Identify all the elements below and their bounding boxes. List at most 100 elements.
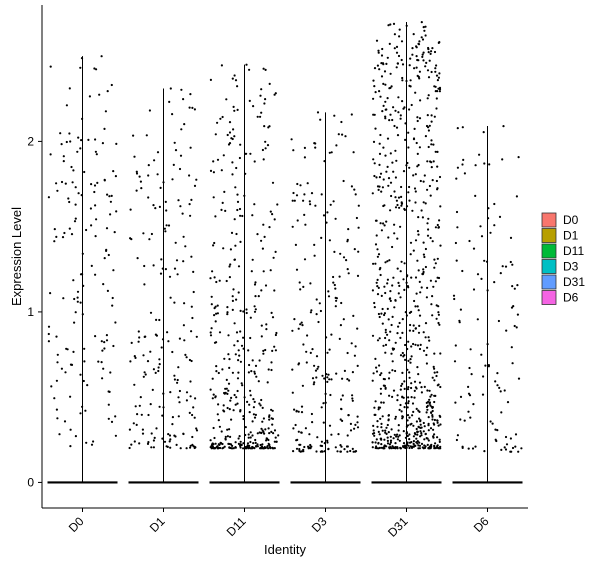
point-d3 [330,433,333,436]
point-d31 [376,185,380,188]
point-d0 [87,138,90,141]
point-d3 [314,369,318,372]
point-d1 [150,232,153,236]
point-d31 [430,139,433,142]
point-d1 [167,433,170,436]
point-d31 [425,61,428,64]
point-d0 [64,371,67,374]
point-d3 [320,450,323,453]
point-d11 [216,445,219,448]
point-d6 [482,131,485,134]
point-d11 [264,68,267,71]
point-d0 [60,143,63,146]
point-d31 [424,34,427,37]
point-d11 [250,270,253,273]
point-d3 [306,182,309,185]
point-d3 [301,384,304,387]
point-d6 [509,437,512,440]
point-d31 [414,201,417,204]
point-d1 [158,205,161,208]
point-d6 [474,445,477,448]
point-d31 [384,445,387,448]
point-d1 [161,414,164,417]
point-d1 [147,164,150,167]
point-d31 [399,114,402,117]
point-d3 [303,213,306,216]
point-d1 [135,189,138,192]
point-d31 [391,245,394,249]
point-d1 [157,369,160,373]
point-d31 [376,278,379,281]
point-d31 [418,441,421,444]
point-d0 [103,178,106,181]
point-d1 [189,214,192,217]
point-d0 [68,87,71,90]
point-d1 [162,181,165,184]
point-d0 [93,184,97,187]
point-d31 [409,57,412,60]
point-d31 [413,67,416,70]
point-d31 [436,188,439,191]
point-d31 [378,68,381,71]
point-d31 [379,417,382,420]
point-d31 [434,442,437,445]
point-d31 [378,337,381,340]
point-max-d6 [502,125,505,128]
point-d6 [504,265,508,268]
point-d31 [426,443,429,446]
point-d31 [400,185,403,189]
point-d11 [273,429,277,432]
point-d1 [138,442,141,445]
point-d0 [56,417,59,420]
point-d31 [412,249,415,252]
point-d31 [404,446,407,449]
point-d31 [377,312,380,316]
point-d0 [73,297,76,301]
point-d31 [410,396,413,399]
point-d3 [337,133,340,136]
point-d11 [219,117,222,120]
point-d31 [382,178,385,181]
point-d31 [372,429,375,432]
point-d0 [76,290,80,293]
point-d3 [346,238,349,241]
point-d11 [274,349,277,352]
point-d1 [171,178,174,181]
point-d3 [357,226,360,229]
point-d31 [410,103,413,107]
point-d11 [250,370,253,373]
point-d3 [337,433,340,436]
point-d3 [330,378,333,381]
point-d31 [393,433,396,436]
point-d31 [375,219,378,222]
point-d11 [236,377,240,380]
point-d11 [228,142,232,145]
point-d0 [101,142,104,145]
point-d3 [315,450,318,453]
point-d0 [71,181,74,184]
point-d1 [171,416,174,419]
point-d1 [194,446,197,449]
point-d31 [395,126,399,129]
point-d6 [493,202,496,206]
point-d31 [403,444,407,447]
point-d31 [408,438,411,441]
point-d3 [339,418,342,421]
point-d31 [437,313,440,316]
point-d3 [302,199,305,202]
point-d31 [392,347,396,350]
point-d3 [349,449,352,453]
point-d0 [74,203,77,206]
point-d1 [135,423,138,426]
point-d11 [214,133,217,136]
point-d1 [150,446,153,449]
point-d0 [55,379,59,382]
point-d6 [480,353,483,356]
point-d1 [171,350,174,354]
point-d0 [106,289,109,292]
point-d11 [238,156,241,160]
point-d11 [262,67,265,70]
point-d3 [306,334,309,337]
point-d31 [372,424,375,427]
